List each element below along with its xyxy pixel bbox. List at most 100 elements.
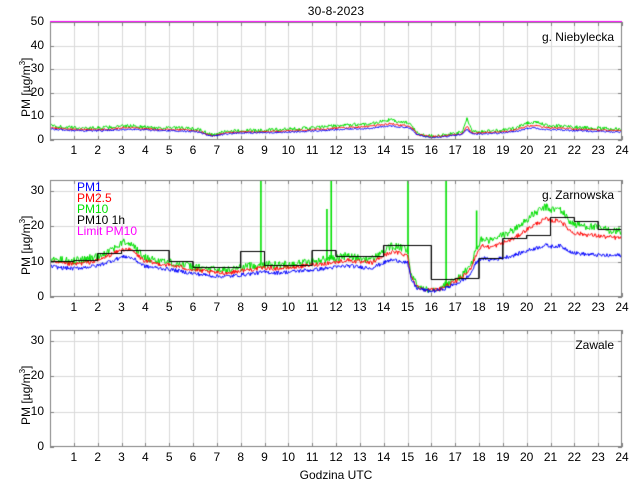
y-axis-title-exponent: 3 — [18, 60, 27, 66]
panel-2-xtick-19: 19 — [496, 300, 510, 314]
panel-1-xtick-1: 1 — [70, 143, 78, 157]
panel-3-ytick-30: 30 — [30, 332, 44, 347]
y-axis-title-suffix: ] — [19, 365, 33, 369]
panel-3-xtick-14: 14 — [376, 450, 391, 464]
panel-3-y-axis-title: PM [µg/m3] — [18, 365, 33, 424]
panel-3-xtick-11: 11 — [305, 450, 319, 464]
panel-3-xtick-21: 21 — [543, 450, 558, 464]
panel-3-xtick-22: 22 — [567, 450, 582, 464]
panel-2-xtick-7: 7 — [213, 300, 221, 314]
panel-3-xtick-6: 6 — [189, 450, 197, 464]
panel-1-xtick-19: 19 — [496, 143, 510, 157]
panel-2-xtick-16: 16 — [424, 300, 439, 314]
panel-2-xtick-11: 11 — [305, 300, 319, 314]
legend-entry-limit-pm10: Limit PM10 — [77, 224, 138, 238]
panel-1-xtick-14: 14 — [376, 143, 391, 157]
panel-2-xtick-23: 23 — [591, 300, 605, 314]
y-axis-title-suffix: ] — [19, 57, 33, 61]
panel-1-xtick-11: 11 — [305, 143, 319, 157]
y-axis-title-exponent: 3 — [18, 218, 27, 223]
panel-2-y-axis-title: PM [µg/m3] — [18, 215, 33, 274]
panel-2-xtick-10: 10 — [281, 300, 296, 314]
panel-3-xtick-3: 3 — [118, 450, 125, 464]
panel-1-xtick-9: 9 — [261, 143, 268, 157]
panel-3-ytick-0: 0 — [37, 439, 44, 453]
panel-3-xtick-1: 1 — [70, 450, 78, 464]
panel-1-xtick-3: 3 — [118, 143, 125, 157]
legend-entry-pm1: PM1 — [77, 180, 102, 194]
panel-2-xtick-5: 5 — [165, 300, 173, 314]
panel-1-xtick-2: 2 — [94, 143, 101, 157]
panel-2-xtick-15: 15 — [400, 300, 415, 314]
panel-2-xtick-24: 24 — [615, 300, 629, 314]
legend-entry-pm10-1h: PM10 1h — [77, 213, 126, 227]
y-axis-title-suffix: ] — [19, 215, 33, 219]
panel-1-xtick-17: 17 — [448, 143, 462, 157]
panel-3-xtick-18: 18 — [472, 450, 486, 464]
panel-3-xtick-24: 24 — [615, 450, 629, 464]
panel-3-xtick-10: 10 — [281, 450, 296, 464]
panel-1-xtick-12: 12 — [329, 143, 343, 157]
panel-2-xtick-3: 3 — [118, 300, 125, 314]
panel-3-xtick-13: 13 — [353, 450, 367, 464]
panel-3-xtick-20: 20 — [519, 450, 534, 464]
panel-1-xtick-13: 13 — [353, 143, 367, 157]
panel-1-xtick-6: 6 — [189, 143, 197, 157]
y-axis-title-prefix: PM [µg/m — [19, 222, 33, 275]
panel-2-station-label: g. Zarnowska — [541, 188, 614, 202]
panel-3-xtick-19: 19 — [496, 450, 510, 464]
panel-1-ytick-0: 0 — [37, 132, 44, 146]
panel-3-ytick-20: 20 — [30, 368, 44, 383]
panel-3-xtick-23: 23 — [591, 450, 605, 464]
legend-entry-pm10: PM10 — [77, 202, 109, 216]
panel-2-xtick-12: 12 — [329, 300, 343, 314]
panel-3-xtick-16: 16 — [424, 450, 439, 464]
panel-1-ytick-10: 10 — [30, 108, 44, 123]
panel-2-ytick-10: 10 — [30, 253, 44, 268]
panel-2-xtick-21: 21 — [543, 300, 558, 314]
panel-3-xtick-8: 8 — [237, 450, 244, 464]
panel-2-xtick-8: 8 — [237, 300, 244, 314]
panel-1-xtick-15: 15 — [400, 143, 415, 157]
panel-2-xtick-22: 22 — [567, 300, 582, 314]
panel-3-xtick-17: 17 — [448, 450, 462, 464]
y-axis-title-exponent: 3 — [18, 368, 27, 373]
panel-1-ytick-50: 50 — [30, 14, 44, 28]
panel-1-xtick-21: 21 — [543, 143, 558, 157]
panel-1-xtick-22: 22 — [567, 143, 582, 157]
panel-1-xtick-23: 23 — [591, 143, 605, 157]
panel-2-xtick-14: 14 — [376, 300, 391, 314]
panel-1-ytick-40: 40 — [30, 37, 44, 52]
panel-1-xtick-7: 7 — [213, 143, 221, 157]
y-axis-title-prefix: PM [µg/m — [19, 65, 33, 117]
panel-1-xtick-4: 4 — [141, 143, 149, 157]
panel-1-xtick-8: 8 — [237, 143, 244, 157]
panel-2-ytick-0: 0 — [37, 289, 44, 303]
panel-1-ytick-30: 30 — [30, 61, 44, 76]
panel-2-xtick-13: 13 — [353, 300, 367, 314]
panel-3-station-label: Zawale — [575, 338, 614, 352]
panel-2-xtick-17: 17 — [448, 300, 462, 314]
panel-2-xtick-20: 20 — [519, 300, 534, 314]
y-axis-title-prefix: PM [µg/m — [19, 372, 33, 425]
panel-2-xtick-18: 18 — [472, 300, 486, 314]
panel-3-xtick-9: 9 — [261, 450, 268, 464]
panel-1-xtick-20: 20 — [519, 143, 534, 157]
panel-3-xtick-5: 5 — [165, 450, 173, 464]
panel-1-station-label: g. Niebylecka — [541, 30, 614, 44]
panel-2-xtick-9: 9 — [261, 300, 268, 314]
panel-2-ytick-30: 30 — [30, 182, 44, 197]
panel-1-xtick-16: 16 — [424, 143, 439, 157]
x-axis-title: Godzina UTC — [299, 468, 373, 482]
panel-2-xtick-6: 6 — [189, 300, 197, 314]
panel-1-xtick-5: 5 — [165, 143, 173, 157]
figure-title: 30-8-2023 — [307, 4, 365, 18]
panel-1-xtick-10: 10 — [281, 143, 296, 157]
panel-1-ytick-20: 20 — [30, 84, 44, 99]
panel-1-xtick-18: 18 — [472, 143, 486, 157]
panel-3-xtick-7: 7 — [213, 450, 221, 464]
panel-3-ytick-10: 10 — [30, 403, 44, 418]
panel-3-xtick-12: 12 — [329, 450, 343, 464]
panel-1-xtick-24: 24 — [615, 143, 629, 157]
